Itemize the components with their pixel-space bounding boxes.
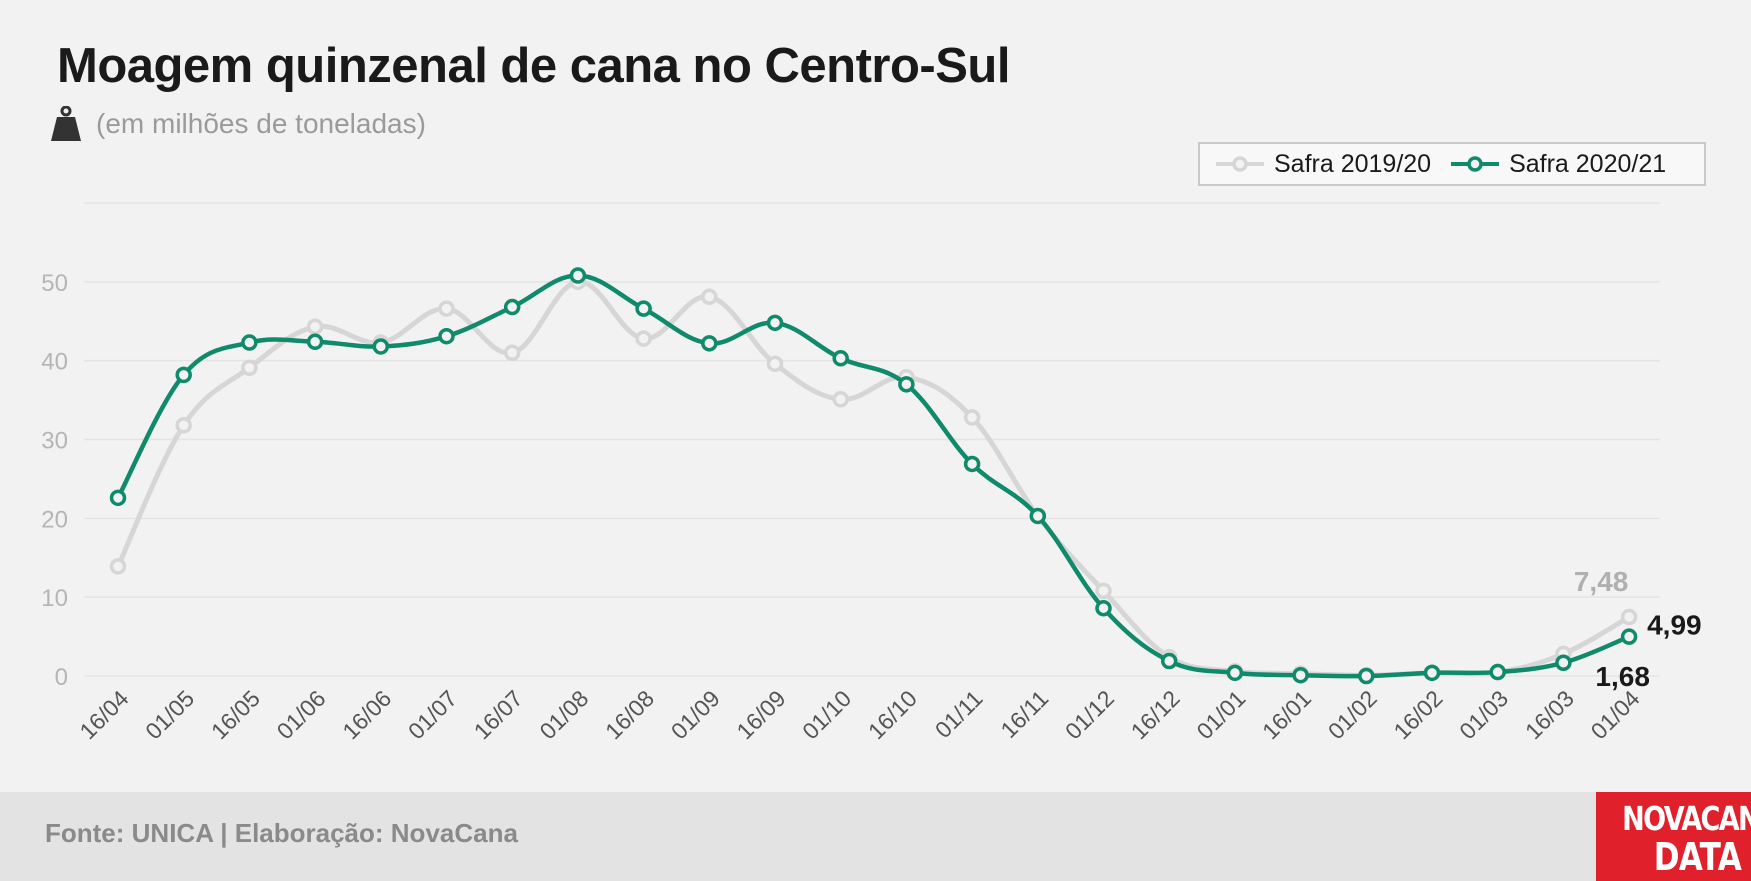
x-tick-label: 01/11 <box>930 685 988 743</box>
data-point-2020 <box>569 267 587 284</box>
subtitle-row: (em milhões de toneladas) <box>50 106 426 142</box>
data-point-2020 <box>1358 667 1375 685</box>
data-point-2020 <box>306 333 324 350</box>
data-point-2020 <box>372 338 390 355</box>
x-tick-label: 16/01 <box>1257 685 1316 744</box>
data-point-2020 <box>1555 654 1572 672</box>
data-point-2020 <box>1292 666 1309 684</box>
x-tick-label: 01/01 <box>1191 685 1250 744</box>
data-point-2020 <box>1620 628 1638 645</box>
data-point-2019 <box>635 330 652 347</box>
x-tick-label: 01/09 <box>666 685 725 744</box>
legend-label-2019: Safra 2019/20 <box>1274 149 1432 178</box>
x-tick-label: 01/12 <box>1060 685 1119 744</box>
data-point-2019 <box>1620 608 1638 626</box>
legend: Safra 2019/20 Safra 2020/21 <box>1198 142 1706 186</box>
x-tick-label: 16/11 <box>995 685 1053 743</box>
x-tick-label: 16/04 <box>74 685 133 744</box>
data-point-2020 <box>175 366 192 384</box>
novacana-data-logo[interactable]: NOVACANA DATA <box>1596 792 1751 881</box>
chart-subtitle: (em milhões de toneladas) <box>96 108 426 139</box>
data-point-2020 <box>438 327 455 345</box>
data-point-2019 <box>1095 582 1112 600</box>
logo-line1: NOVACANA <box>1622 799 1751 838</box>
data-point-2020 <box>1160 652 1178 670</box>
x-tick-label: 01/04 <box>1586 685 1645 744</box>
series-line-2020 <box>115 273 1632 679</box>
x-tick-label: 16/03 <box>1520 685 1579 744</box>
data-point-2020 <box>1423 664 1441 682</box>
source-credit: Fonte: UNICA | Elaboração: NovaCana <box>45 818 518 848</box>
x-tick-label: 01/07 <box>403 685 462 744</box>
data-point-2019 <box>963 409 981 426</box>
x-tick-label: 16/12 <box>1126 685 1185 744</box>
y-tick-label: 0 <box>55 664 68 691</box>
chart-title: Moagem quinzenal de cana no Centro-Sul <box>57 39 1010 93</box>
legend-item-2019[interactable]: Safra 2019/20 <box>1214 150 1431 179</box>
data-point-2020 <box>109 489 127 507</box>
end-label-2019: 7,48 <box>1574 566 1629 597</box>
footer: Fonte: UNICA | Elaboração: NovaCana NOVA… <box>0 792 1751 881</box>
x-tick-label: 16/05 <box>206 685 265 744</box>
data-point-2019 <box>701 288 718 306</box>
data-point-2020 <box>766 314 784 332</box>
data-point-2019 <box>503 344 521 362</box>
y-tick-label: 40 <box>41 349 68 376</box>
series-line-2019 <box>115 279 1632 678</box>
x-tick-label: 16/08 <box>600 685 659 744</box>
x-tick-label: 16/09 <box>731 685 790 744</box>
x-tick-label: 01/10 <box>797 685 856 744</box>
data-point-2020 <box>1489 663 1506 681</box>
data-point-2019 <box>241 359 258 377</box>
legend-swatch-2019 <box>1216 156 1264 172</box>
data-point-2019 <box>175 417 192 434</box>
x-tick-label: 16/06 <box>337 685 396 744</box>
x-tick-label: 01/08 <box>534 685 593 744</box>
end-label-2020: 4,99 <box>1647 610 1702 641</box>
weight-icon <box>51 106 81 141</box>
x-tick-label: 16/10 <box>863 685 922 744</box>
data-point-2020 <box>832 350 849 367</box>
y-tick-label: 30 <box>41 428 68 455</box>
data-point-2020 <box>1029 507 1047 525</box>
legend-label-2020: Safra 2020/21 <box>1509 149 1667 178</box>
point-label-2020: 1,68 <box>1595 661 1650 692</box>
data-point-2019 <box>438 300 455 317</box>
y-tick-label: 20 <box>41 506 68 533</box>
legend-item-2020[interactable]: Safra 2020/21 <box>1449 150 1666 179</box>
x-tick-label: 01/03 <box>1454 685 1513 744</box>
data-point-2020 <box>1095 599 1112 617</box>
y-tick-label: 10 <box>41 585 68 612</box>
data-point-2020 <box>1226 664 1244 682</box>
data-point-2019 <box>832 391 849 408</box>
x-tick-label: 01/02 <box>1323 685 1382 744</box>
data-point-2020 <box>635 300 652 317</box>
data-point-2020 <box>898 376 915 393</box>
logo-line2: DATA <box>1653 835 1742 879</box>
data-point-2020 <box>241 334 258 351</box>
data-point-2019 <box>306 318 324 336</box>
x-tick-label: 01/05 <box>140 685 199 744</box>
data-point-2019 <box>109 558 127 575</box>
x-tick-label: 16/07 <box>469 685 528 744</box>
y-tick-label: 50 <box>41 270 68 297</box>
x-tick-label: 01/06 <box>272 685 331 744</box>
data-point-2020 <box>701 335 718 352</box>
legend-swatch-2020 <box>1451 156 1500 172</box>
data-point-2020 <box>963 455 981 473</box>
data-point-2019 <box>766 355 784 373</box>
x-tick-label: 16/02 <box>1388 685 1447 744</box>
data-point-2020 <box>503 298 521 316</box>
